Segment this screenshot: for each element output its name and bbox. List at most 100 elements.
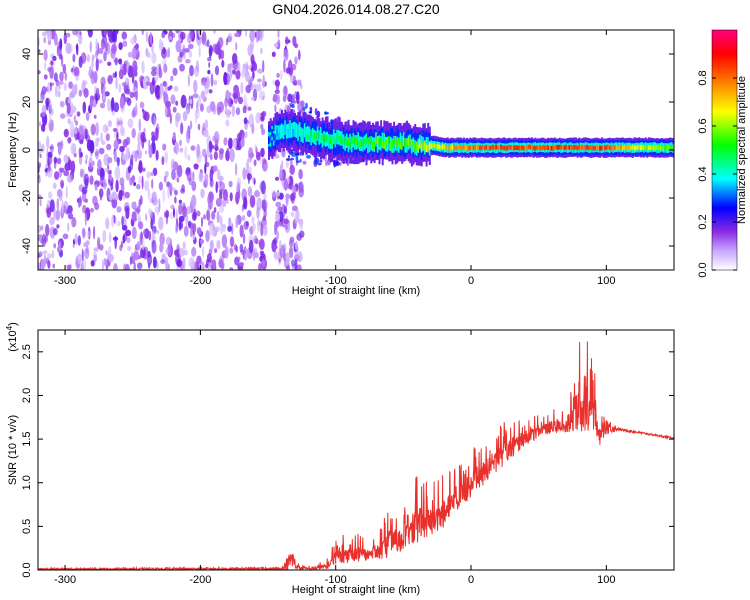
heatmap-ridge-cell bbox=[511, 145, 514, 151]
heatmap-cell bbox=[209, 168, 214, 182]
heatmap-cell bbox=[125, 207, 130, 220]
heatmap-ridge-cell bbox=[443, 144, 446, 150]
heatmap-ridge-cell bbox=[320, 127, 322, 142]
heatmap-cell bbox=[235, 191, 240, 204]
heatmap-ridge-cell bbox=[427, 144, 430, 153]
heatmap-cell bbox=[254, 144, 257, 151]
heatmap-cell bbox=[271, 51, 276, 58]
heatmap-ridge-cell bbox=[622, 145, 624, 151]
heatmap-ridge-cell bbox=[659, 145, 662, 151]
heatmap-ridge-cell bbox=[404, 139, 407, 147]
heatmap-cell bbox=[188, 257, 195, 269]
heatmap-cell bbox=[226, 147, 230, 158]
heatmap-cell bbox=[131, 109, 136, 118]
heatmap-cell bbox=[253, 235, 258, 244]
heatmap-cell bbox=[43, 74, 48, 80]
heatmap-ridge-cell bbox=[399, 132, 402, 147]
heatmap-ridge-cell bbox=[552, 145, 555, 151]
heatmap-ridge-cell bbox=[576, 145, 579, 151]
heatmap-cell bbox=[52, 228, 58, 236]
heatmap-cell bbox=[153, 116, 156, 128]
heatmap-ridge-cell bbox=[462, 144, 465, 150]
heatmap-ridge-cell bbox=[524, 145, 527, 151]
heatmap-cell bbox=[182, 241, 186, 250]
heatmap-ridge-cell bbox=[302, 129, 305, 138]
heatmap-ridge-cell bbox=[467, 145, 470, 151]
heatmap-cell bbox=[59, 100, 65, 108]
heatmap-cell bbox=[126, 237, 131, 244]
heatmap-ridge-cell bbox=[427, 137, 430, 152]
heatmap-cell bbox=[56, 157, 62, 165]
heatmap-ridge-cell bbox=[448, 145, 451, 151]
heatmap-ridge-cell bbox=[540, 145, 543, 151]
heatmap-cell bbox=[189, 120, 193, 130]
heatmap-cell bbox=[282, 95, 287, 102]
heatmap-cell bbox=[121, 154, 127, 159]
heatmap-ridge-cell bbox=[294, 129, 296, 137]
heatmap-ridge-cell bbox=[326, 135, 329, 143]
heatmap-x-tick-label: 100 bbox=[597, 275, 615, 287]
heatmap-cell bbox=[71, 84, 76, 98]
heatmap-cell bbox=[145, 213, 148, 221]
heatmap-cell bbox=[203, 129, 209, 138]
heatmap-cell bbox=[118, 42, 123, 51]
heatmap-ridge-cell bbox=[271, 129, 274, 137]
heatmap-cell bbox=[191, 194, 197, 209]
heatmap-cell bbox=[78, 89, 83, 97]
heatmap-cell bbox=[170, 94, 176, 105]
heatmap-cell bbox=[113, 139, 119, 150]
heatmap-cell bbox=[59, 38, 63, 51]
heatmap-ridge-cell bbox=[365, 136, 368, 145]
heatmap-ridge-cell bbox=[641, 144, 644, 150]
heatmap-cell bbox=[254, 252, 259, 259]
heatmap-ridge-cell bbox=[334, 139, 337, 148]
heatmap-ridge-cell bbox=[446, 145, 449, 151]
heatmap-cell bbox=[151, 178, 154, 189]
heatmap-cell bbox=[119, 145, 125, 153]
heatmap-cell bbox=[152, 256, 157, 269]
heatmap-cell bbox=[131, 201, 137, 210]
heatmap-cell bbox=[208, 197, 213, 210]
heatmap-cell bbox=[243, 202, 246, 210]
heatmap-cell bbox=[213, 151, 218, 161]
heatmap-ridge-cell bbox=[440, 145, 443, 150]
heatmap-cell bbox=[98, 47, 104, 55]
heatmap-cell bbox=[221, 199, 227, 207]
heatmap-cell bbox=[47, 253, 53, 259]
heatmap-ridge-cell bbox=[607, 144, 610, 150]
heatmap-cell bbox=[262, 95, 265, 101]
colorbar-tick-label: 0.8 bbox=[697, 70, 709, 85]
heatmap-cell bbox=[263, 204, 266, 211]
heatmap-cell bbox=[231, 105, 236, 118]
heatmap-ridge-cell bbox=[417, 144, 420, 153]
heatmap-cell bbox=[81, 248, 84, 262]
heatmap-cell bbox=[41, 104, 47, 118]
heatmap-cell bbox=[39, 153, 42, 158]
heatmap-cell bbox=[131, 128, 136, 139]
heatmap-cell bbox=[107, 156, 113, 164]
heatmap-cell bbox=[95, 137, 99, 148]
heatmap-cell bbox=[216, 211, 220, 224]
heatmap-cell bbox=[43, 36, 47, 44]
heatmap-ridge-cell bbox=[349, 133, 352, 149]
heatmap-ridge-cell bbox=[292, 129, 295, 137]
heatmap-cell bbox=[155, 149, 159, 161]
heatmap-cell bbox=[245, 161, 250, 170]
heatmap-ridge-cell bbox=[321, 132, 324, 141]
heatmap-cell bbox=[216, 197, 222, 205]
heatmap-cell bbox=[210, 73, 214, 87]
heatmap-cell bbox=[192, 208, 197, 220]
heatmap-cell bbox=[77, 253, 82, 261]
heatmap-cell bbox=[198, 172, 204, 183]
heatmap-cell bbox=[207, 69, 211, 75]
heatmap-ridge-cell bbox=[498, 144, 501, 150]
heatmap-cell bbox=[67, 212, 74, 220]
heatmap-ridge-cell bbox=[352, 135, 355, 144]
heatmap-cell bbox=[140, 247, 146, 259]
heatmap-cell bbox=[151, 135, 156, 143]
heatmap-cell bbox=[242, 167, 247, 180]
heatmap-cell bbox=[70, 142, 77, 155]
heatmap-cell bbox=[298, 186, 305, 198]
heatmap-cell bbox=[120, 240, 123, 249]
heatmap-cell bbox=[188, 51, 193, 58]
